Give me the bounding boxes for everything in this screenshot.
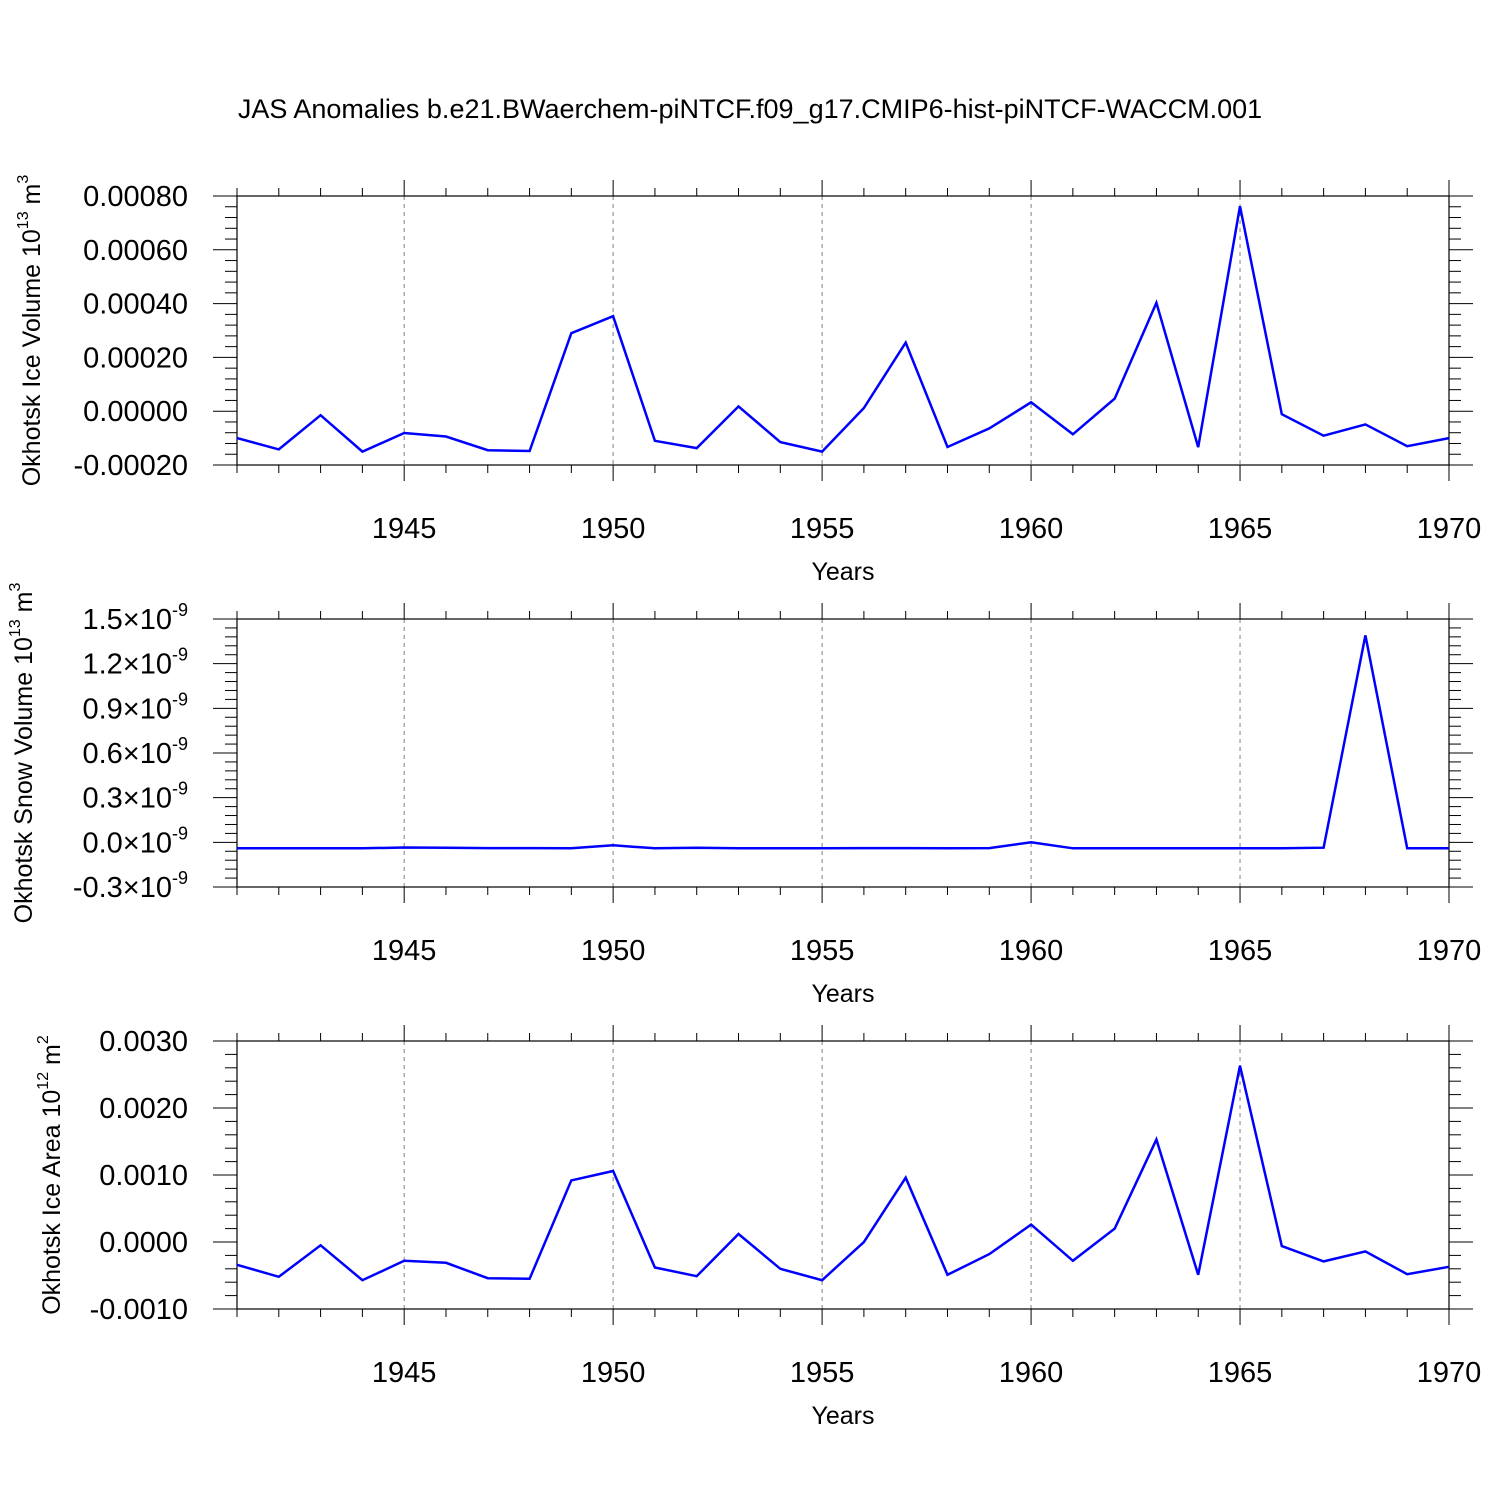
x-tick-label: 1955 [790, 513, 855, 545]
x-tick-label: 1965 [1208, 1357, 1273, 1389]
y-tick-label: -0.00020 [74, 450, 189, 482]
x-tick-label: 1950 [581, 1357, 646, 1389]
chart-panel-3: -0.0010 0.0000 0.0010 0.0020 0.0030 1945 1950 1… [35, 1025, 1481, 1430]
y-tick-label: 1.2×10-9 [82, 645, 188, 681]
y-axis-title: Okhotsk Snow Volume 1013 m3 [7, 583, 38, 924]
y-tick-label: 0.00000 [83, 396, 188, 428]
y-tick-label: 0.0010 [99, 1160, 188, 1192]
x-tick-label: 1970 [1417, 513, 1482, 545]
x-tick-label: 1945 [372, 1357, 437, 1389]
y-tick-label: -0.3×10-9 [73, 868, 188, 904]
x-axis-title: Years [811, 558, 874, 586]
x-tick-label: 1955 [790, 1357, 855, 1389]
series-line [236, 1065, 1450, 1282]
x-axis-title: Years [811, 1402, 874, 1430]
x-tick-label: 1970 [1417, 935, 1482, 967]
y-tick-label: -0.0010 [90, 1294, 188, 1326]
y-axis-title: Okhotsk Ice Volume 1013 m3 [15, 175, 46, 487]
x-tick-label: 1955 [790, 935, 855, 967]
y-tick-label: 0.3×10-9 [82, 779, 188, 815]
x-tick-label: 1970 [1417, 1357, 1482, 1389]
y-tick-label: 0.00060 [83, 235, 188, 267]
y-tick-label: 0.00020 [83, 342, 188, 374]
x-tick-label: 1960 [999, 513, 1064, 545]
chart-panel-1: -0.00020 0.00000 0.00020 0.00040 0.00060 0.00… [15, 175, 1481, 586]
y-tick-label: 0.9×10-9 [82, 689, 188, 725]
y-tick-label: 0.0020 [99, 1093, 188, 1125]
y-tick-label: 1.5×10-9 [82, 600, 188, 636]
y-tick-label: 0.00080 [83, 181, 188, 213]
x-tick-label: 1960 [999, 1357, 1064, 1389]
y-tick-label: 0.00040 [83, 289, 188, 321]
page-title: JAS Anomalies b.e21.BWaerchem-piNTCF.f09… [237, 94, 1263, 124]
x-tick-label: 1950 [581, 935, 646, 967]
x-tick-label: 1945 [372, 935, 437, 967]
y-tick-label: 0.0030 [99, 1026, 188, 1058]
x-tick-label: 1965 [1208, 935, 1273, 967]
x-axis-title: Years [811, 980, 874, 1008]
series-line [236, 205, 1450, 454]
plot-frame [236, 195, 1450, 466]
x-tick-label: 1960 [999, 935, 1064, 967]
series-line [237, 635, 1449, 850]
y-tick-label: 0.0×10-9 [82, 823, 188, 859]
x-tick-label: 1950 [581, 513, 646, 545]
x-tick-label: 1965 [1208, 513, 1273, 545]
chart-panel-2: -0.3×10-9 0.0×10-9 0.3×10-9 0.6×10-9 0.9×10-… [7, 583, 1481, 1008]
y-tick-label: 0.0000 [99, 1227, 188, 1259]
plot-frame [236, 1040, 1450, 1310]
y-tick-label: 0.6×10-9 [82, 734, 188, 770]
y-axis-title: Okhotsk Ice Area 1012 m2 [35, 1035, 66, 1315]
x-tick-label: 1945 [372, 513, 437, 545]
